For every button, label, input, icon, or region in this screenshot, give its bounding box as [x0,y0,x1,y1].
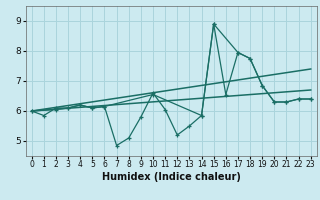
X-axis label: Humidex (Indice chaleur): Humidex (Indice chaleur) [102,172,241,182]
